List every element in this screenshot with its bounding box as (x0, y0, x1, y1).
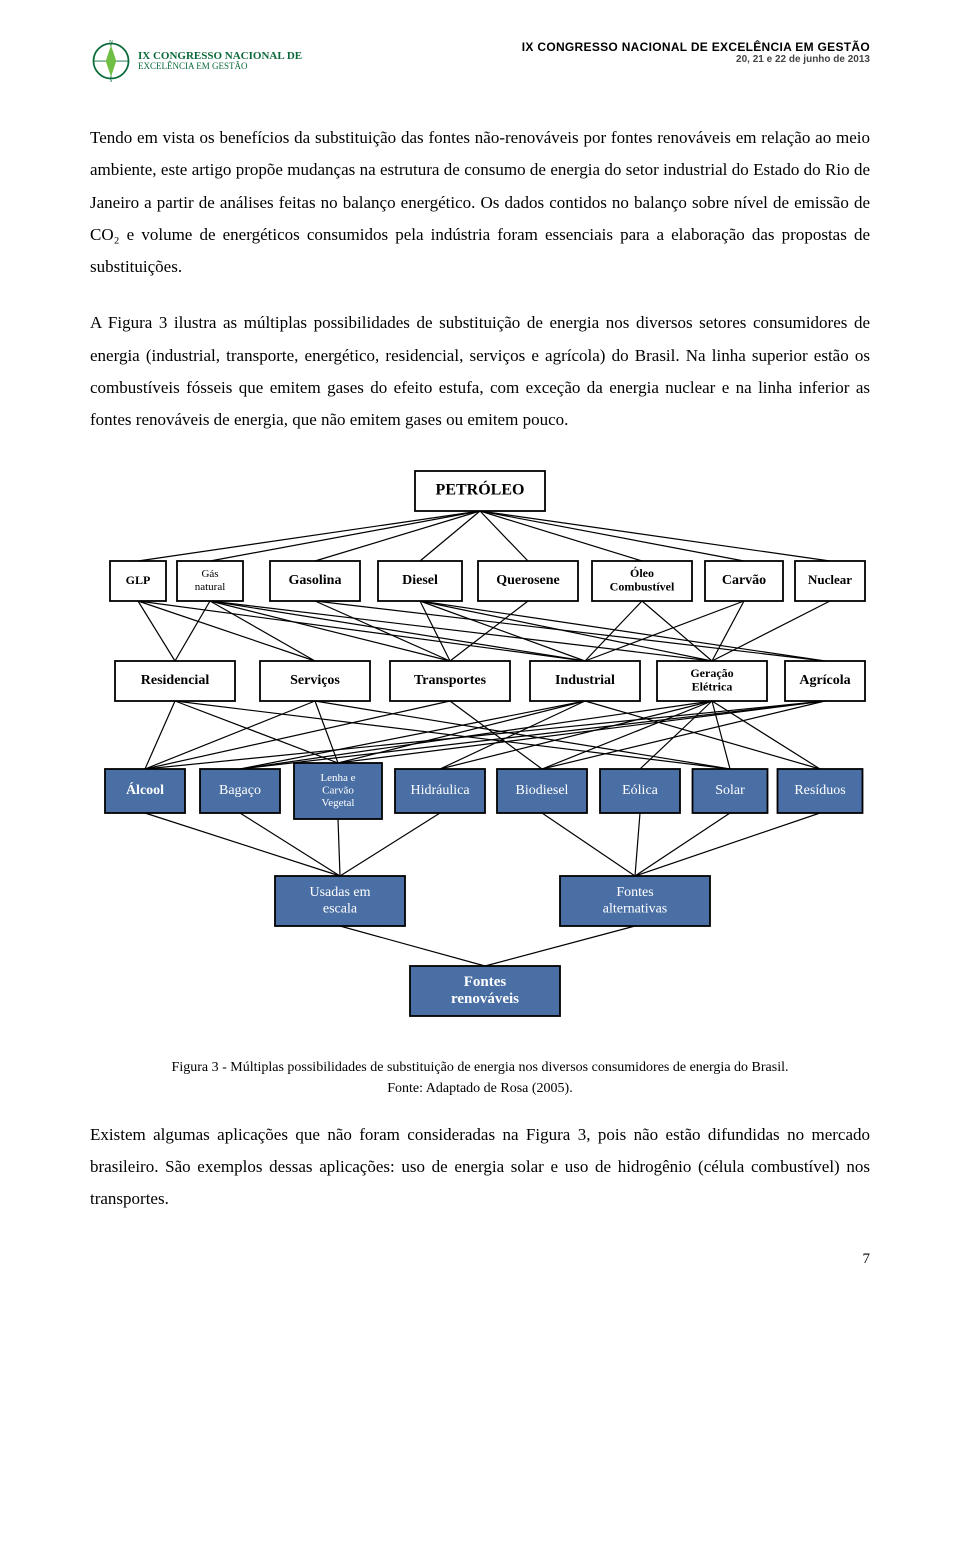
figure-caption: Figura 3 - Múltiplas possibilidades de s… (90, 1057, 870, 1099)
svg-text:Carvão: Carvão (322, 784, 354, 796)
svg-text:Vegetal: Vegetal (322, 797, 355, 809)
node-residencial: Residencial (115, 661, 235, 701)
svg-text:alternativas: alternativas (603, 901, 668, 916)
svg-text:Querosene: Querosene (496, 573, 560, 588)
conference-title: IX CONGRESSO NACIONAL DE EXCELÊNCIA EM G… (522, 40, 870, 54)
node-hidraulica: Hidráulica (395, 769, 485, 813)
paragraph-3: Existem algumas aplicações que não foram… (90, 1119, 870, 1216)
conference-date: 20, 21 e 22 de junho de 2013 (522, 54, 870, 65)
node-petroleo: PETRÓLEO (415, 471, 545, 511)
svg-text:Combustível: Combustível (610, 579, 675, 593)
node-nuclear: Nuclear (795, 561, 865, 601)
svg-text:PETRÓLEO: PETRÓLEO (436, 479, 525, 498)
node-eolica: Eólica (600, 769, 680, 813)
node-carvao: Carvão (705, 561, 783, 601)
node-alcool: Álcool (105, 769, 185, 813)
page-header: N S IX CONGRESSO NACIONAL DE EXCELÊNCIA … (90, 40, 870, 82)
node-renovaveis: Fontes renováveis (410, 966, 560, 1016)
node-servicos: Serviços (260, 661, 370, 701)
node-gasolina: Gasolina (270, 561, 360, 601)
svg-text:Geração: Geração (690, 666, 733, 680)
compass-icon: N S (90, 40, 132, 82)
svg-text:Usadas em: Usadas em (309, 885, 370, 900)
node-geracao: GeraçãoElétrica (657, 661, 767, 701)
svg-text:natural: natural (195, 581, 226, 593)
svg-text:Diesel: Diesel (402, 573, 438, 588)
node-agricola: Agrícola (785, 661, 865, 701)
svg-text:renováveis: renováveis (451, 991, 519, 1007)
logo: N S IX CONGRESSO NACIONAL DE EXCELÊNCIA … (90, 40, 302, 82)
svg-text:Hidráulica: Hidráulica (410, 783, 470, 798)
svg-text:Resíduos: Resíduos (794, 783, 845, 798)
svg-text:Gás: Gás (201, 568, 218, 580)
svg-text:Carvão: Carvão (722, 573, 766, 588)
svg-text:Elétrica: Elétrica (692, 679, 733, 693)
node-usadas: Usadas emescala (275, 876, 405, 926)
paragraph-1: Tendo em vista os benefícios da substitu… (90, 122, 870, 283)
svg-text:Álcool: Álcool (126, 781, 164, 798)
node-gasnat: Gásnatural (177, 561, 243, 601)
node-bagaco: Bagaço (200, 769, 280, 813)
caption-line2: Fonte: Adaptado de Rosa (2005). (387, 1081, 572, 1096)
node-solar: Solar (693, 769, 768, 813)
node-transportes: Transportes (390, 661, 510, 701)
svg-text:Lenha e: Lenha e (320, 772, 355, 784)
page-number: 7 (863, 1251, 871, 1268)
node-biodiesel: Biodiesel (497, 769, 587, 813)
svg-text:Óleo: Óleo (630, 566, 654, 580)
energy-substitution-diagram: PETRÓLEO GLP Gásnatural Gasolina Diesel Quero… (90, 461, 870, 1041)
svg-text:Eólica: Eólica (622, 783, 659, 798)
svg-text:N: N (109, 40, 113, 46)
svg-text:Fontes: Fontes (464, 973, 507, 989)
node-oleocomb: ÓleoCombustível (592, 561, 692, 601)
svg-text:Bagaço: Bagaço (219, 783, 261, 798)
node-industrial: Industrial (530, 661, 640, 701)
node-diesel: Diesel (378, 561, 462, 601)
svg-text:Industrial: Industrial (555, 673, 615, 688)
svg-text:Fontes: Fontes (616, 885, 653, 900)
svg-text:Nuclear: Nuclear (808, 572, 852, 587)
svg-text:GLP: GLP (126, 572, 151, 586)
svg-text:Gasolina: Gasolina (289, 573, 342, 588)
node-querosene: Querosene (478, 561, 578, 601)
node-alternat: Fontesalternativas (560, 876, 710, 926)
svg-text:Transportes: Transportes (414, 673, 487, 688)
svg-text:Agrícola: Agrícola (799, 673, 850, 688)
svg-text:escala: escala (323, 901, 358, 916)
node-glp: GLP (110, 561, 166, 601)
svg-text:Biodiesel: Biodiesel (516, 783, 569, 798)
node-lenha: Lenha eCarvãoVegetal (294, 763, 382, 819)
svg-text:Residencial: Residencial (141, 673, 210, 688)
svg-text:S: S (110, 78, 113, 82)
paragraph-2: A Figura 3 ilustra as múltiplas possibil… (90, 307, 870, 436)
node-residuos: Resíduos (778, 769, 863, 813)
caption-line1: Figura 3 - Múltiplas possibilidades de s… (172, 1060, 789, 1075)
svg-text:Serviços: Serviços (290, 673, 340, 688)
svg-text:Solar: Solar (715, 783, 745, 798)
logo-title-line2: EXCELÊNCIA EM GESTÃO (138, 62, 302, 71)
